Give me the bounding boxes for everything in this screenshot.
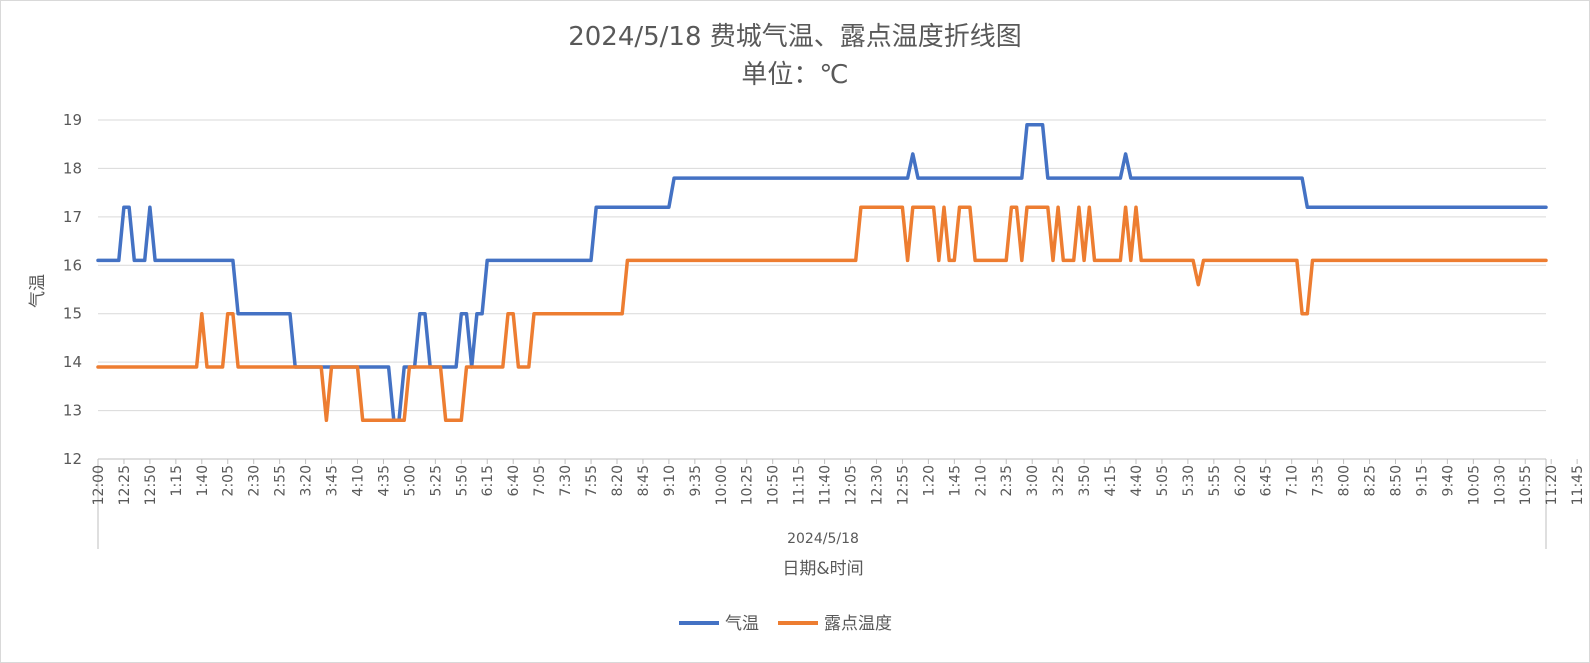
x-tick-label: 5:25: [428, 465, 444, 496]
gridlines: [98, 119, 1546, 460]
x-tick-label: 3:00: [1025, 465, 1041, 496]
y-tick-label: 18: [63, 159, 82, 177]
x-tick-label: 5:00: [402, 465, 418, 496]
series-line: [96, 123, 1548, 423]
x-tick-label: 9:35: [688, 465, 704, 496]
x-tick-label: 4:15: [1103, 465, 1119, 496]
x-tick-label: 12:55: [895, 465, 911, 505]
x-tick-label: 11:45: [1570, 465, 1586, 505]
x-tick-label: 12:25: [117, 465, 133, 505]
x-tick-label: 12:05: [844, 465, 860, 505]
x-tick-label: 9:10: [662, 465, 678, 496]
x-tick-label: 2:35: [999, 465, 1015, 496]
x-tick-label: 1:15: [169, 465, 185, 496]
y-tick-label: 19: [63, 111, 82, 129]
x-tick-label: 7:05: [532, 465, 548, 496]
x-tick-label: 10:30: [1492, 465, 1508, 505]
x-tick-label: 10:25: [740, 465, 756, 505]
y-tick-label: 14: [63, 353, 82, 371]
x-tick-label: 2:05: [221, 465, 237, 496]
x-group-label: 2024/5/18: [787, 531, 859, 547]
x-tick-label: 10:00: [714, 465, 730, 505]
x-axis: 12:00 12:25 12:50 1:15 1:40 2:05 2:30 2:55 3:20 3…: [91, 458, 1586, 549]
x-tick-label: 11:20: [1544, 465, 1560, 505]
x-axis-label: 日期&时间: [782, 559, 863, 579]
y-axis-ticks: 12 13 14 15 16 17 18 19: [63, 111, 82, 468]
y-tick-label: 16: [63, 256, 82, 274]
x-tick-label: 11:15: [792, 465, 808, 505]
y-tick-label: 17: [63, 208, 82, 226]
x-tick-label: 7:10: [1285, 465, 1301, 496]
x-tick-label: 8:25: [1363, 465, 1379, 496]
x-tick-label: 8:20: [610, 465, 626, 496]
x-tick-label: 2:10: [973, 465, 989, 496]
y-tick-label: 15: [63, 305, 82, 323]
x-tick-label: 10:05: [1466, 465, 1482, 505]
x-tick-label: 8:00: [1337, 465, 1353, 496]
x-tick-label: 5:55: [1207, 465, 1223, 496]
x-tick-label: 7:30: [558, 465, 574, 496]
x-tick-label: 6:45: [1259, 465, 1275, 496]
series-layer: [96, 123, 1548, 423]
x-tick-label: 4:10: [350, 465, 366, 496]
x-tick-label: 3:20: [299, 465, 315, 496]
x-tick-label: 10:50: [766, 465, 782, 505]
x-tick-label: 12:50: [143, 465, 159, 505]
chart-title: 2024/5/18 费城气温、露点温度折线图: [568, 22, 1022, 52]
x-tick-label: 6:15: [480, 465, 496, 496]
y-tick-label: 13: [63, 402, 82, 420]
x-tick-label: 9:40: [1440, 465, 1456, 496]
x-tick-label: 7:55: [584, 465, 600, 496]
legend-label: 气温: [725, 614, 759, 634]
x-tick-label: 5:50: [454, 465, 470, 496]
x-tick-label: 7:35: [1311, 465, 1327, 496]
x-tick-label: 1:45: [947, 465, 963, 496]
legend: 气温 露点温度: [679, 614, 892, 634]
x-tick-label: 2:30: [247, 465, 263, 496]
x-tick-label: 5:30: [1181, 465, 1197, 496]
x-tick-label: 4:40: [1129, 465, 1145, 496]
x-tick-label: 6:20: [1233, 465, 1249, 496]
x-tick-label: 9:15: [1414, 465, 1430, 496]
chart-subtitle: 单位：℃: [741, 60, 848, 90]
x-tick-label: 12:00: [91, 465, 107, 505]
legend-label: 露点温度: [824, 614, 892, 634]
x-tick-label: 6:40: [506, 465, 522, 496]
x-tick-label: 3:45: [325, 465, 341, 496]
series-line: [96, 205, 1548, 423]
x-tick-label: 4:35: [376, 465, 392, 496]
x-tick-label: 1:20: [921, 465, 937, 496]
x-tick-label: 3:50: [1077, 465, 1093, 496]
x-tick-label: 2:55: [273, 465, 289, 496]
x-tick-label: 11:40: [818, 465, 834, 505]
y-axis-label: 气温: [28, 274, 48, 308]
x-tick-label: 8:50: [1388, 465, 1404, 496]
x-tick-label: 8:45: [636, 465, 652, 496]
x-tick-label: 12:30: [869, 465, 885, 505]
x-tick-label: 1:40: [195, 465, 211, 496]
x-tick-label: 3:25: [1051, 465, 1067, 496]
x-tick-label: 10:55: [1518, 465, 1534, 505]
y-tick-label: 12: [63, 450, 82, 468]
x-tick-label: 5:05: [1155, 465, 1171, 496]
